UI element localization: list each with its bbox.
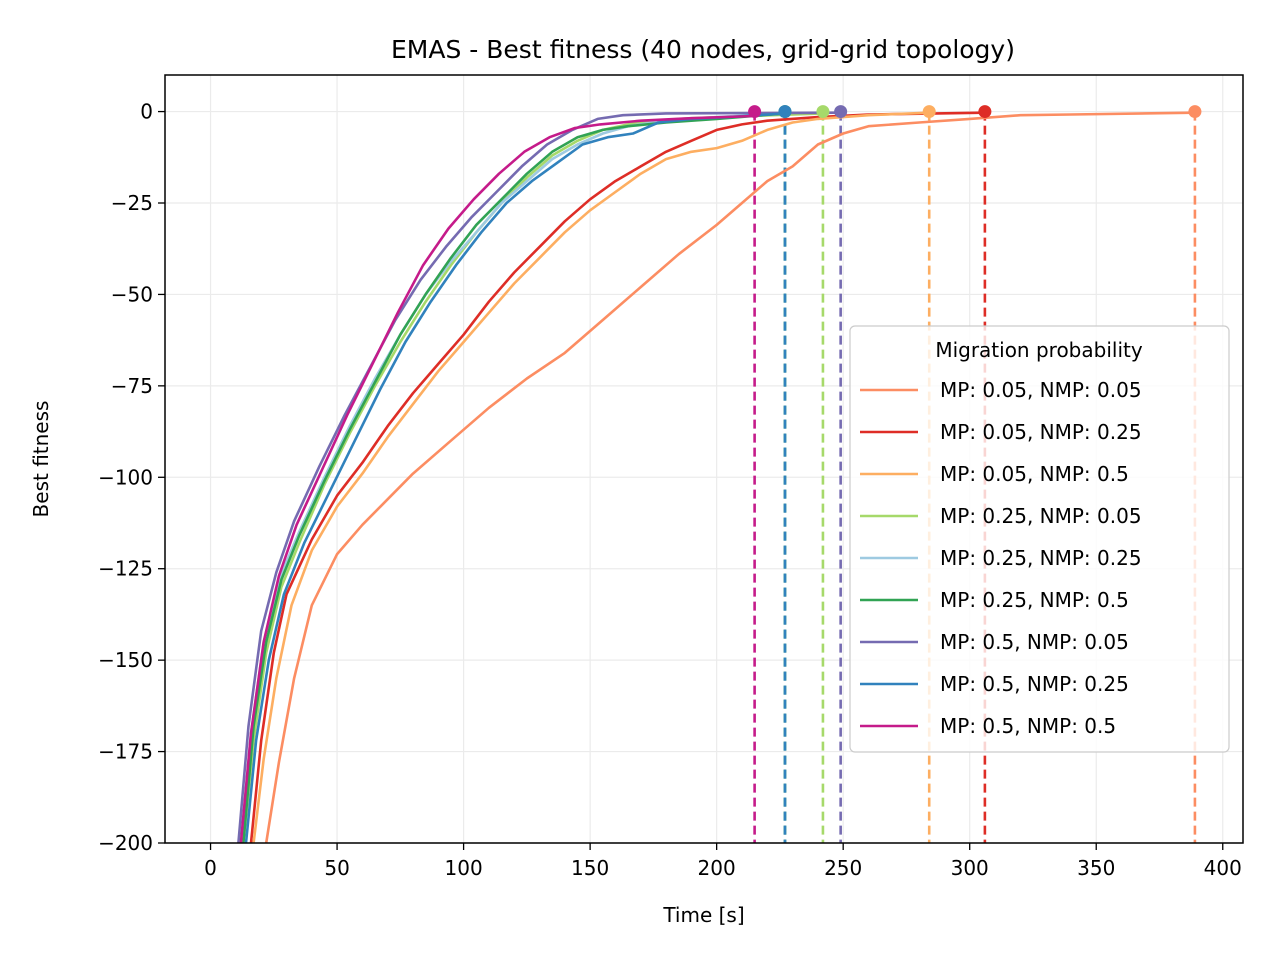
y-axis-label: Best fitness [29, 401, 53, 518]
series-line-1 [264, 111, 1195, 844]
end-point-2 [978, 105, 992, 119]
series-lines [237, 111, 1195, 844]
x-axis-label: Time [s] [662, 903, 744, 927]
chart-title: EMAS - Best fitness (40 nodes, grid-grid… [391, 35, 1015, 64]
legend-label-2: MP: 0.05, NMP: 0.25 [940, 420, 1142, 444]
end-point-3 [922, 105, 936, 119]
y-tick-label: 0 [140, 100, 153, 124]
x-tick-label: 0 [204, 856, 217, 880]
series-line-4 [242, 112, 823, 844]
end-point-7 [834, 105, 848, 119]
series-line-9 [239, 114, 755, 844]
y-axis-ticks: 0 −25 −50 −75 −100 −125 −150 −175 −200 [98, 100, 165, 855]
legend-label-6: MP: 0.25, NMP: 0.5 [940, 588, 1129, 612]
legend-title: Migration probability [935, 338, 1143, 362]
series-line-8 [244, 112, 786, 844]
x-tick-label: 300 [951, 856, 989, 880]
legend-label-4: MP: 0.25, NMP: 0.05 [940, 504, 1142, 528]
x-tick-label: 100 [445, 856, 483, 880]
y-tick-label: −150 [98, 648, 153, 672]
legend-label-7: MP: 0.5, NMP: 0.05 [940, 630, 1129, 654]
y-tick-label: −175 [98, 740, 153, 764]
y-tick-label: −125 [98, 557, 153, 581]
series-line-7 [237, 111, 841, 844]
legend-label-8: MP: 0.5, NMP: 0.25 [940, 672, 1129, 696]
plot-area-frame [164, 74, 1244, 844]
y-tick-label: −100 [98, 465, 153, 489]
x-tick-label: 50 [324, 856, 349, 880]
legend-items: MP: 0.05, NMP: 0.05 MP: 0.05, NMP: 0.25 MP… [860, 378, 1142, 738]
end-point-9 [748, 105, 762, 119]
series-line-6 [242, 112, 786, 844]
end-point-4 [816, 105, 830, 119]
series-line-3 [252, 111, 930, 844]
legend-label-5: MP: 0.25, NMP: 0.25 [940, 546, 1142, 570]
y-tick-label: −25 [111, 191, 153, 215]
legend-label-1: MP: 0.05, NMP: 0.05 [940, 378, 1142, 402]
x-axis-ticks: 0 50 100 150 200 250 300 350 400 [204, 843, 1242, 880]
legend-label-3: MP: 0.05, NMP: 0.5 [940, 462, 1129, 486]
y-tick-label: −50 [111, 282, 153, 306]
legend-box [849, 325, 1230, 753]
end-point-1 [1188, 105, 1202, 119]
x-tick-label: 350 [1077, 856, 1115, 880]
x-tick-label: 250 [824, 856, 862, 880]
series-line-5 [239, 112, 786, 844]
legend-label-9: MP: 0.5, NMP: 0.5 [940, 714, 1116, 738]
legend: Migration probability MP: 0.05, NMP: 0.0… [849, 325, 1230, 753]
x-tick-label: 400 [1204, 856, 1242, 880]
y-tick-label: −75 [111, 374, 153, 398]
x-tick-label: 200 [698, 856, 736, 880]
end-markers-points [748, 105, 1202, 119]
x-tick-label: 150 [571, 856, 609, 880]
y-tick-label: −200 [98, 831, 153, 855]
end-point-8 [778, 105, 792, 119]
series-line-2 [249, 111, 985, 844]
